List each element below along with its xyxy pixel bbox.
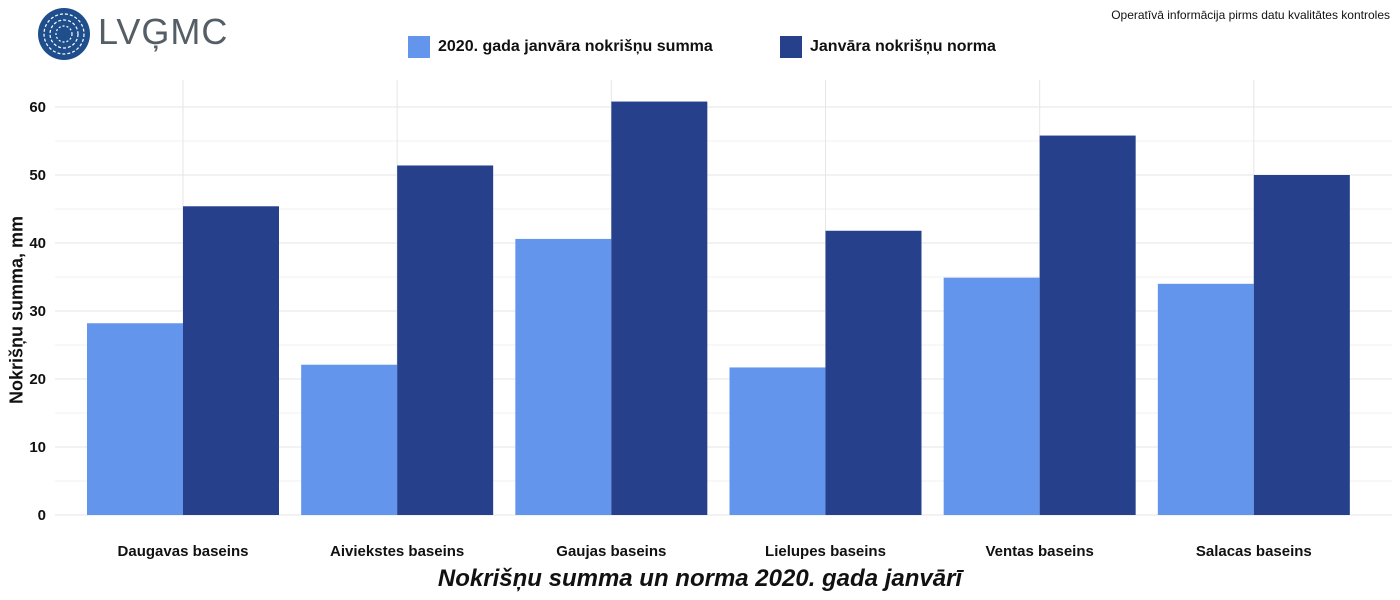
bar-norm [1253,175,1350,515]
x-tick-label: Ventas baseins [985,543,1093,560]
x-tick-label: Aiviekstes baseins [330,543,464,560]
legend-item-norm: Janvāra nokrišņu norma [780,36,996,58]
bar-sum [729,367,826,515]
y-tick-label: 30 [29,303,46,320]
legend-swatch-norm [780,36,802,58]
x-tick-label: Daugavas baseins [118,543,249,560]
bar-sum [515,238,612,516]
x-tick-label: Salacas baseins [1196,543,1312,560]
data-quality-note: Operatīvā informācija pirms datu kvalitā… [1111,8,1390,22]
x-tick-label: Lielupes baseins [765,543,886,560]
lvgmc-logo [38,8,90,60]
bar-sum [301,364,398,515]
bar-norm [397,165,494,516]
chart-title: Nokrišņu summa un norma 2020. gada janvā… [437,565,963,592]
legend-label-norm: Janvāra nokrišņu norma [810,38,996,55]
bar-sum [943,277,1040,515]
legend-swatch-sum [408,36,430,58]
y-tick-label: 10 [29,439,46,456]
logo-text: LVĢMC [98,11,229,52]
y-tick-label: 50 [29,167,46,184]
bar-norm [825,230,922,515]
y-axis-label: Nokrišņu summa, mm [6,215,27,405]
bar-sum [1157,283,1254,515]
bar-norm [611,101,708,515]
bar-norm [1039,135,1136,515]
y-tick-label: 40 [29,235,46,252]
y-tick-label: 0 [38,507,46,524]
legend-label-sum: 2020. gada janvāra nokrišņu summa [438,38,713,55]
legend-item-sum: 2020. gada janvāra nokrišņu summa [408,36,713,58]
bar-norm [183,206,279,515]
y-tick-label: 20 [29,371,46,388]
x-tick-label: Gaujas baseins [556,543,666,560]
chart-legend: 2020. gada janvāra nokrišņu summa Janvār… [0,36,1400,60]
bar-sum [87,323,183,515]
y-tick-label: 60 [29,99,46,116]
